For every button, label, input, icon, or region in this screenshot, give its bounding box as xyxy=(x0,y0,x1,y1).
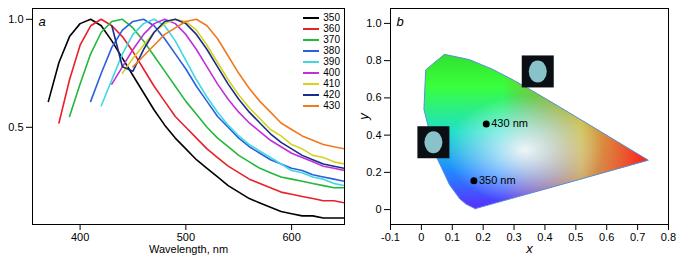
svg-text:350 nm: 350 nm xyxy=(479,174,516,186)
svg-text:400: 400 xyxy=(71,231,89,243)
html-text:350: 350 xyxy=(323,12,340,23)
html-text:430: 430 xyxy=(323,100,340,111)
html-text:420: 420 xyxy=(323,89,340,100)
svg-text:y: y xyxy=(356,112,371,121)
svg-text:0.7: 0.7 xyxy=(630,231,645,243)
svg-text:1.0: 1.0 xyxy=(366,17,381,29)
svg-text:0.6: 0.6 xyxy=(366,91,381,103)
svg-text:0.3: 0.3 xyxy=(506,231,521,243)
svg-text:0: 0 xyxy=(418,231,424,243)
svg-text:0.4: 0.4 xyxy=(537,231,552,243)
html-text:370: 370 xyxy=(323,34,340,45)
svg-text:0.6: 0.6 xyxy=(599,231,614,243)
svg-text:0.8: 0.8 xyxy=(661,231,676,243)
svg-text:600: 600 xyxy=(282,231,300,243)
html-text:380: 380 xyxy=(323,45,340,56)
html-text:400: 400 xyxy=(323,67,340,78)
svg-text:0.2: 0.2 xyxy=(366,166,381,178)
html-text:360: 360 xyxy=(323,23,340,34)
svg-text:0.5: 0.5 xyxy=(568,231,583,243)
svg-text:a: a xyxy=(39,14,46,29)
svg-text:0: 0 xyxy=(375,203,381,215)
svg-text:x: x xyxy=(525,241,533,256)
svg-text:0.1: 0.1 xyxy=(445,231,460,243)
svg-text:500: 500 xyxy=(177,231,195,243)
svg-text:b: b xyxy=(397,14,404,29)
svg-text:1.0: 1.0 xyxy=(8,13,23,25)
svg-text:0.8: 0.8 xyxy=(366,54,381,66)
svg-text:0.2: 0.2 xyxy=(476,231,491,243)
svg-text:430 nm: 430 nm xyxy=(491,117,528,129)
svg-text:0.4: 0.4 xyxy=(366,129,381,141)
html-text:390: 390 xyxy=(323,56,340,67)
svg-text:Wavelength, nm: Wavelength, nm xyxy=(149,243,228,255)
svg-text:-0.1: -0.1 xyxy=(381,231,400,243)
svg-text:0.5: 0.5 xyxy=(8,121,23,133)
html-text:410: 410 xyxy=(323,78,340,89)
